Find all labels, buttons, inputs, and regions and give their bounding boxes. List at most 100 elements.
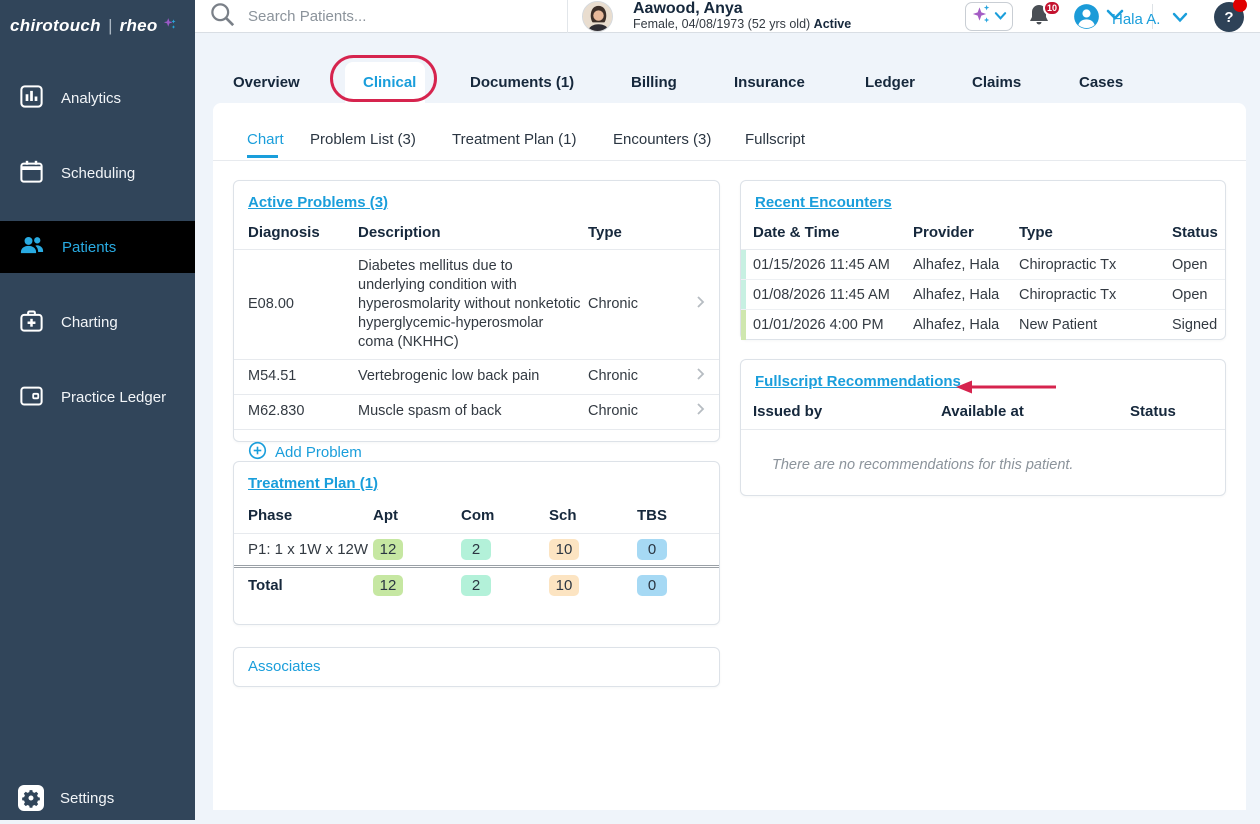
sparkles-icon [972,3,992,30]
empty-state-message: There are no recommendations for this pa… [772,457,1074,473]
recent-encounters-card: Recent Encounters Date & Time Provider T… [740,180,1226,340]
chevron-down-icon[interactable] [1105,8,1125,27]
active-problems-header-row: Diagnosis Description Type [234,224,719,250]
notifications-button[interactable]: 10 [1027,0,1061,31]
table-row[interactable]: M54.51 Vertebrogenic low back pain Chron… [234,360,719,395]
column-header: Provider [913,224,974,241]
active-tab-background [345,62,425,103]
table-row[interactable]: P1: 1 x 1W x 12W 12 2 10 0 [234,534,719,568]
calendar-icon [18,158,45,189]
tab-ledger[interactable]: Ledger [865,74,916,91]
tab-claims[interactable]: Claims [972,74,1022,91]
sch-count-badge: 10 [549,539,579,560]
patients-people-icon [18,231,46,263]
associates-link[interactable]: Associates [248,658,321,675]
search-input[interactable] [248,8,528,25]
topbar: Aawood, Anya Female, 04/08/1973 (52 yrs … [195,0,1260,33]
medical-case-icon [18,307,45,338]
associates-card[interactable]: Associates [233,647,720,687]
sidebar-item-settings[interactable]: Settings [0,772,195,824]
encounter-datetime: 01/15/2026 11:45 AM [753,256,890,273]
sidebar-item-patients[interactable]: Patients [0,221,195,273]
subtab-encounters[interactable]: Encounters (3) [613,131,712,148]
tab-insurance[interactable]: Insurance [734,74,805,91]
encounter-provider: Alhafez, Hala [913,317,1000,333]
logo-text-left: chirotouch [10,16,101,35]
tab-overview[interactable]: Overview [233,74,300,91]
diagnosis-code: M62.830 [248,403,305,419]
encounters-header-row: Date & Time Provider Type Status [741,224,1225,250]
column-header: Phase [248,507,293,524]
tab-clinical[interactable]: Clinical [363,74,417,91]
notification-count-badge: 10 [1042,0,1061,16]
patient-header[interactable]: Aawood, Anya Female, 04/08/1973 (52 yrs … [567,0,1147,33]
column-header: Sch [549,507,577,524]
encounter-datetime: 01/01/2026 4:00 PM [753,317,884,333]
ai-assistant-button[interactable] [965,2,1013,31]
sidebar-item-analytics[interactable]: Analytics [0,72,195,124]
subtab-fullscript[interactable]: Fullscript [745,131,806,148]
encounter-status: Open [1172,286,1208,303]
column-header: TBS [637,507,667,524]
encounter-type: Chiropractic Tx [1019,286,1117,303]
add-problem-button[interactable]: Add Problem [248,441,719,464]
chevron-right-icon [696,402,705,422]
table-row[interactable]: 01/15/2026 11:45 AM Alhafez, Hala Chirop… [741,250,1225,280]
column-header: Type [1019,224,1053,241]
fullscript-recommendations-link[interactable]: Fullscript Recommendations [755,373,961,390]
patient-search [209,0,528,33]
tbs-total-badge: 0 [637,574,667,596]
topbar-divider [1152,4,1153,29]
annotation-arrow [956,379,1058,400]
recent-encounters-link[interactable]: Recent Encounters [755,194,892,211]
encounter-provider: Alhafez, Hala [913,256,1000,273]
sidebar-item-scheduling[interactable]: Scheduling [0,147,195,199]
treatment-plan-link[interactable]: Treatment Plan (1) [248,475,379,492]
table-row[interactable]: 01/08/2026 11:45 AM Alhafez, Hala Chirop… [741,280,1225,310]
tab-documents[interactable]: Documents (1) [470,74,575,91]
treatment-plan-card: Treatment Plan (1) Phase Apt Com Sch TBS… [233,461,720,625]
subtab-problem-list[interactable]: Problem List (3) [310,131,416,148]
diagnosis-description: Vertebrogenic low back pain [358,368,540,384]
table-row[interactable]: 01/01/2026 4:00 PM Alhafez, Hala New Pat… [741,310,1225,340]
chevron-right-icon [696,367,705,387]
tab-cases[interactable]: Cases [1079,74,1124,91]
apt-count-badge: 12 [373,539,403,560]
encounter-status-stripe [741,250,746,279]
sidebar-item-charting[interactable]: Charting [0,296,195,348]
patient-details: Female, 04/08/1973 (52 yrs old) Active [633,17,851,31]
table-row[interactable]: E08.00 Diabetes mellitus due to underlyi… [234,250,719,360]
problem-type: Chronic [588,368,638,384]
column-header: Status [1172,224,1218,241]
active-problems-link[interactable]: Active Problems (3) [248,194,389,211]
encounter-type: New Patient [1019,317,1098,333]
sidebar-item-practice-ledger[interactable]: Practice Ledger [0,371,195,423]
content-area: Overview Clinical Documents (1) Billing … [195,33,1260,820]
column-header: Available at [941,403,1024,420]
patient-info: Aawood, Anya Female, 04/08/1973 (52 yrs … [633,0,851,31]
column-header: Date & Time [753,224,840,241]
phase-label: P1: 1 x 1W x 12W [248,541,369,558]
clinical-chart-panel: Chart Problem List (3) Treatment Plan (1… [213,103,1246,810]
fullscript-recommendations-card: Fullscript Recommendations Issued by Ava… [740,359,1226,496]
plus-circle-icon [248,441,267,464]
tab-billing[interactable]: Billing [631,74,677,91]
diagnosis-description: Diabetes mellitus due to underlying cond… [358,258,581,350]
user-avatar-icon [1073,3,1100,35]
sidebar-item-label: Practice Ledger [61,388,167,406]
patient-avatar [582,1,613,32]
user-menu[interactable]: Hala A. [1073,3,1188,35]
logo-divider: | [107,16,113,35]
table-row[interactable]: M62.830 Muscle spasm of back Chronic [234,395,719,430]
encounter-status: Signed [1172,317,1218,333]
patient-status: Active [813,17,852,31]
subtab-treatment-plan[interactable]: Treatment Plan (1) [452,131,577,148]
subtab-chart[interactable]: Chart [247,131,284,148]
help-button[interactable]: ? [1214,0,1247,32]
search-icon[interactable] [209,1,236,33]
user-name: Hala A. [1112,10,1161,28]
apt-total-badge: 12 [373,574,403,596]
column-header: Type [588,224,622,241]
diagnosis-code: E08.00 [248,296,294,312]
sidebar-item-label: Scheduling [61,164,136,182]
